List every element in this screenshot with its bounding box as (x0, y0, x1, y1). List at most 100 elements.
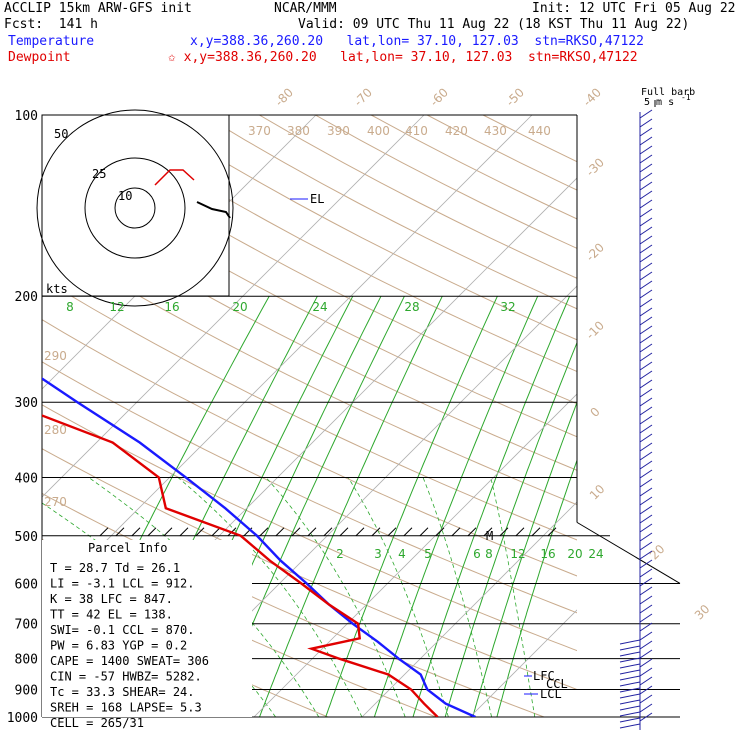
dry-adiabat-line (42, 197, 577, 471)
wind-barb (639, 559, 653, 569)
mixing-ratio-label: 12 (510, 547, 525, 561)
isotherm-line (361, 501, 577, 717)
wind-barb (639, 208, 653, 218)
wind-barb (639, 334, 653, 344)
wind-barb (619, 651, 641, 657)
dry-adiabat-label: 410 (405, 124, 428, 138)
dry-adiabat-line (42, 237, 577, 506)
top-temperature-tick-label: -70 (351, 85, 375, 109)
dry-adiabat-line (42, 277, 577, 541)
dry-adiabat-label: 290 (44, 349, 67, 363)
hatch-mark (435, 527, 445, 537)
wind-barb (619, 711, 641, 717)
hatch-mark (275, 527, 285, 537)
isotherm-line (578, 115, 740, 717)
full-barb-label: Full barb (641, 87, 695, 98)
hatch-mark (323, 527, 333, 537)
wind-barb (619, 699, 641, 705)
parcel-info-row: K = 38 LFC = 847. (50, 592, 173, 606)
pressure-tick-label: 500 (15, 530, 38, 545)
wind-barb (639, 127, 653, 137)
hatch-mark (403, 527, 413, 537)
init-time: Init: 12 UTC Fri 05 Aug 22 (532, 1, 736, 16)
wind-barb (639, 154, 653, 164)
level-annotation-el: EL (310, 192, 324, 206)
wind-barb (639, 415, 653, 425)
wind-barb (639, 235, 653, 245)
wind-barb (619, 657, 641, 663)
wind-barb (639, 460, 653, 470)
wind-barb (639, 271, 653, 281)
dry-adiabat-line (42, 361, 577, 614)
hatch-mark (211, 527, 221, 537)
wind-barb (619, 669, 641, 675)
wind-barb (639, 145, 653, 155)
hatch-mark (547, 527, 557, 537)
parcel-info-row: SWI= -0.1 CCL = 870. (50, 623, 195, 637)
wind-barb (639, 703, 653, 713)
wind-barb (639, 595, 653, 605)
wind-barb (639, 424, 653, 434)
hodograph-ring-label: 50 (54, 127, 68, 141)
hatch-mark (339, 527, 349, 537)
wind-barb (639, 226, 653, 236)
right-temperature-tick-label: 0 (588, 405, 603, 420)
full-barb-exponent: -1 (681, 93, 691, 102)
wind-barb (639, 181, 653, 191)
dewpoint-location: ✩ x,y=388.36,260.20 lat,lon= 37.10, 127.… (168, 50, 638, 65)
wind-barb (639, 397, 653, 407)
isotherm-line (686, 115, 740, 717)
mixing-ratio-label: 24 (588, 547, 603, 561)
parcel-info-row: LI = -3.1 LCL = 912. (50, 577, 195, 591)
wind-barb (639, 523, 653, 533)
wind-barb (639, 217, 653, 227)
hatch-mark (371, 527, 381, 537)
hatch-mark (355, 527, 365, 537)
pressure-tick-label: 600 (15, 577, 38, 592)
hatch-mark (387, 527, 397, 537)
hodograph-ring-label: 10 (118, 189, 132, 203)
dry-adiabat-line (0, 115, 4, 717)
hatch-mark (451, 527, 461, 537)
hatch-mark (115, 527, 125, 537)
temperature-profile (42, 377, 476, 717)
wind-barb (619, 693, 641, 699)
dry-adiabat-label: 430 (484, 124, 507, 138)
wind-barb (639, 199, 653, 209)
hatch-mark (419, 527, 429, 537)
hatch-mark (163, 527, 173, 537)
wind-barb (639, 307, 653, 317)
hatch-mark (531, 527, 541, 537)
wind-barb (639, 451, 653, 461)
dry-adiabat-label: 380 (287, 124, 310, 138)
pressure-tick-label: 200 (15, 290, 38, 305)
hatch-mark (515, 527, 525, 537)
right-temperature-tick-label: -20 (583, 240, 607, 264)
wind-barb (639, 253, 653, 263)
wind-barb (639, 568, 653, 578)
wind-barb (639, 442, 653, 452)
parcel-info-row: CIN = -57 HWBZ= 5282. (50, 670, 202, 684)
wind-barb (639, 316, 653, 326)
dry-adiabat-line (42, 157, 577, 438)
parcel-info-row: CAPE = 1400 SWEAT= 306 (50, 654, 209, 668)
mixing-ratio-label: 12 (109, 300, 124, 314)
parcel-info-background (42, 540, 252, 717)
dry-adiabat-label: 420 (445, 124, 468, 138)
wind-barb (639, 244, 653, 254)
dry-adiabat-label: 370 (248, 124, 271, 138)
hatch-mark (131, 527, 141, 537)
hatch-mark (467, 527, 477, 537)
hatch-mark (147, 527, 157, 537)
mixing-ratio-label: 8 (66, 300, 74, 314)
wind-barb (639, 379, 653, 389)
wind-barb (639, 109, 653, 119)
hatch-mark (307, 527, 317, 537)
wind-barb (639, 469, 653, 479)
wind-barb (619, 723, 641, 729)
parcel-info-title: Parcel Info (88, 541, 167, 555)
pressure-tick-label: 100 (15, 109, 38, 124)
mixing-ratio-label: 32 (500, 300, 515, 314)
dry-adiabat-line (42, 448, 577, 691)
